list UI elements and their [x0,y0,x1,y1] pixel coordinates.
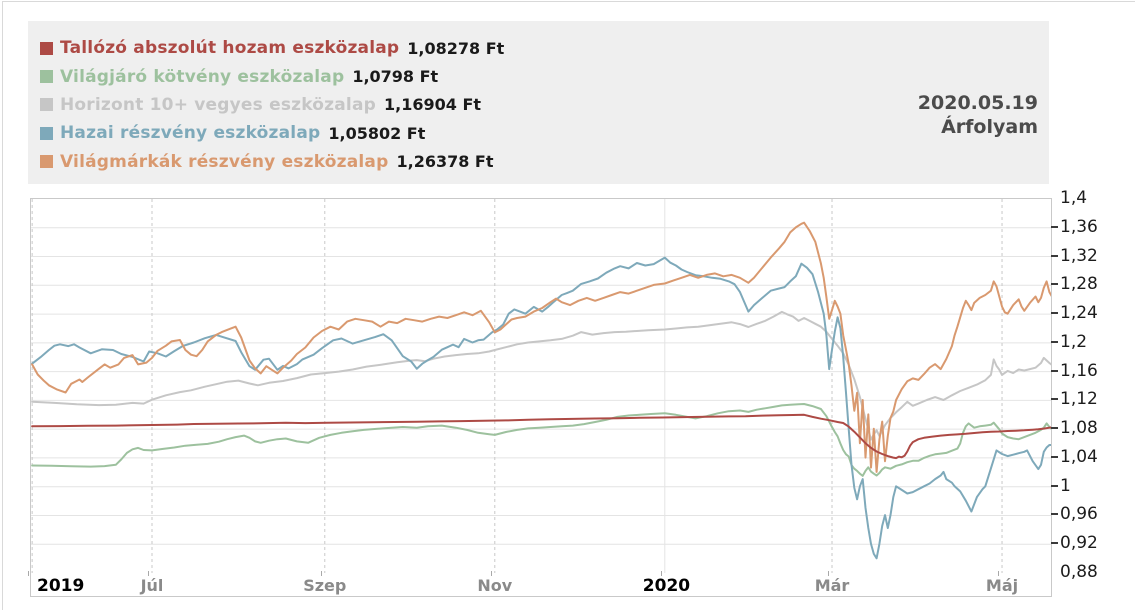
legend-fund-name: Világmárkák részvény eszközalap [60,151,389,172]
legend-swatch-icon [40,126,53,140]
legend-item[interactable]: Hazai részvény eszközalap 1,05802 Ft [40,119,504,147]
y-axis-tick-label: 1,2 [1060,331,1088,352]
y-axis-tick-label: 0,96 [1060,504,1098,525]
legend-fund-value: 1,26378 Ft [396,152,494,172]
x-axis-label-nov: Nov [477,576,513,595]
y-axis-tick-label: 0,88 [1060,562,1098,582]
y-axis-tick-mark [1051,283,1058,286]
legend-swatch-icon [40,41,53,55]
y-axis-tick-label: 0,92 [1060,533,1098,554]
x-axis-label-júl: Júl [140,576,164,595]
y-axis-tick-label: 1,4 [1060,188,1088,208]
legend-item[interactable]: Világmárkák részvény eszközalap 1,26378 F… [40,148,504,176]
y-axis-tick-mark [1051,427,1058,430]
legend-fund-value: 1,0798 Ft [352,67,439,87]
y-axis-tick-mark [1051,369,1058,372]
x-axis-tick-mark [490,571,492,576]
y-axis-tick-label: 1,24 [1060,303,1098,324]
y-axis-tick-mark [1051,398,1058,401]
legend-item[interactable]: Tallózó abszolút hozam eszközalap 1,08278… [40,34,504,62]
y-axis-tick-label: 1,36 [1060,216,1098,237]
price-caption: Árfolyam [941,116,1038,138]
legend-fund-value: 1,16904 Ft [384,95,482,115]
legend-fund-value: 1,05802 Ft [328,123,426,143]
date-label: 2020.05.19 [917,92,1038,114]
series-line-4 [31,413,1051,460]
x-axis-tick-mark [28,571,30,576]
x-axis-band: 2019 Júl Szep Nov 2020 Már Máj [30,573,1052,597]
series-line-0 [31,310,1051,441]
y-axis-tick-mark [1051,254,1058,257]
legend-fund-name: Tallózó abszolút hozam eszközalap [60,38,400,59]
x-axis-tick-mark [660,571,662,576]
y-axis-tick-mark [1051,455,1058,458]
y-axis-tick-label: 1,28 [1060,274,1098,295]
legend-panel: Tallózó abszolút hozam eszközalap 1,08278… [28,21,1049,184]
series-line-1 [31,403,1051,477]
x-axis-tick-mark [320,571,322,576]
y-axis-tick-mark [1051,513,1058,516]
y-axis-tick-label: 1,04 [1060,446,1098,467]
series-line-2 [31,256,1051,560]
series-line-3 [31,221,1051,473]
x-axis-label-2020: 2020 [642,576,691,596]
legend-swatch-icon [40,98,53,112]
x-axis-label-már: Már [814,576,850,595]
y-axis-tick-label: 1 [1060,475,1071,496]
x-axis-label-máj: Máj [985,576,1019,595]
legend-item[interactable]: Világjáró kötvény eszközalap 1,0798 Ft [40,62,504,90]
legend-swatch-icon [40,70,53,84]
legend-rows: Tallózó abszolút hozam eszközalap 1,08278… [40,34,504,176]
legend-fund-name: Horizont 10+ vegyes eszközalap [60,94,376,115]
legend-fund-name: Hazai részvény eszközalap [60,123,321,144]
y-axis-tick-mark [1051,225,1058,228]
x-axis-label-szep: Szep [303,576,347,595]
x-axis-tick-mark [998,571,1000,576]
y-axis-tick-mark [1051,542,1058,545]
x-axis-tick-mark [828,571,830,576]
y-axis-tick-label: 1,16 [1060,360,1098,381]
legend-fund-name: Világjáró kötvény eszközalap [60,66,345,87]
plot-area[interactable] [30,198,1052,574]
legend-item[interactable]: Horizont 10+ vegyes eszközalap 1,16904 Ft [40,91,504,119]
y-axis-tick-mark [1051,312,1058,315]
x-axis-label-2019: 2019 [37,576,85,596]
price-chart [31,199,1051,573]
y-axis-tick-mark [1051,340,1058,343]
x-axis-tick-mark [147,571,149,576]
y-axis-tick-label: 1,32 [1060,245,1098,266]
y-axis-tick-label: 1,12 [1060,389,1098,410]
legend-fund-value: 1,08278 Ft [407,38,505,58]
date-block: 2020.05.19 Árfolyam [918,91,1038,139]
y-axis-tick-label: 1,08 [1060,418,1098,439]
y-axis-tick-mark [1051,484,1058,487]
legend-swatch-icon [40,155,53,169]
